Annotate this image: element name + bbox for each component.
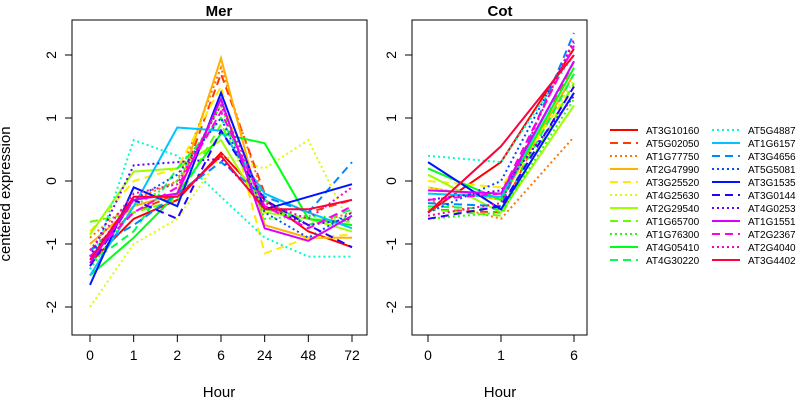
legend-entry: AT3G1535 — [748, 178, 796, 189]
series-line — [427, 45, 575, 201]
series-line — [427, 92, 575, 211]
legend-entry: AT4G0253 — [748, 204, 796, 215]
y-axis-label: centered expression — [0, 126, 14, 261]
x-tick-label: 72 — [344, 347, 360, 363]
series-line — [89, 138, 353, 308]
mer-x-axis-label: Hour — [203, 384, 236, 400]
cot-y-ticks: -2 -1 0 1 2 — [383, 51, 412, 313]
legend-entry: AT1G6157 — [748, 139, 796, 150]
legend-entry: AT3G0144 — [748, 191, 796, 202]
y-tick-label: 0 — [43, 177, 59, 185]
y-tick-label: -2 — [43, 301, 59, 314]
legend-entry: AT4G25630 — [646, 191, 700, 202]
legend-entry: AT5G5081 — [748, 165, 796, 176]
mer-title: Mer — [206, 3, 233, 20]
legend-entry: AT1G76300 — [646, 230, 700, 241]
cot-plot-frame — [411, 19, 588, 336]
series-line — [89, 109, 353, 258]
series-line — [89, 154, 353, 261]
cot-x-axis-label: Hour — [484, 384, 517, 400]
y-tick-label: 1 — [43, 114, 59, 122]
x-tick-label: 0 — [86, 347, 94, 363]
cot-x-ticks: 0 1 6 — [424, 335, 578, 363]
legend-entry: AT1G65700 — [646, 217, 700, 228]
x-tick-label: 1 — [130, 347, 138, 363]
series-line — [89, 103, 353, 251]
legend-entry: AT2G2367 — [748, 230, 796, 241]
x-tick-label: 6 — [217, 347, 225, 363]
legend-entry: AT2G47990 — [646, 165, 700, 176]
series-line — [427, 82, 575, 217]
x-tick-label: 2 — [173, 347, 181, 363]
mer-x-ticks: 0 1 2 6 24 48 72 — [86, 335, 360, 363]
series-line — [427, 136, 575, 220]
cot-series-lines — [427, 32, 575, 220]
mer-series-lines — [89, 54, 353, 308]
cot-title: Cot — [488, 3, 513, 20]
y-tick-label: 2 — [383, 51, 399, 59]
series-line — [89, 160, 353, 252]
legend-entry: AT2G4040 — [748, 243, 796, 254]
cot-panel: Cot Hour 0 1 6 -2 -1 0 1 2 — [383, 3, 588, 401]
y-tick-label: -2 — [383, 301, 399, 314]
legend-entry: AT5G4887 — [748, 126, 796, 137]
legend-entry: AT4G05410 — [646, 243, 700, 254]
y-tick-label: -1 — [383, 238, 399, 251]
legend-entry: AT1G77750 — [646, 152, 700, 163]
legend-entry: AT3G10160 — [646, 126, 700, 137]
x-tick-label: 0 — [424, 347, 432, 363]
legend-entry: AT4G30220 — [646, 256, 700, 267]
series-line — [427, 73, 575, 211]
series-line — [89, 151, 353, 264]
series-line — [89, 157, 353, 258]
legend-entry: AT1G1551 — [748, 217, 796, 228]
legend-entry: AT2G29540 — [646, 204, 700, 215]
legend-entry: AT3G4402 — [748, 256, 796, 267]
y-tick-label: 0 — [383, 177, 399, 185]
series-line — [427, 48, 575, 214]
series-line — [427, 79, 575, 202]
mer-plot-frame — [71, 19, 368, 336]
y-tick-label: 1 — [383, 114, 399, 122]
mer-panel: Mer Hour centered expression 0 1 2 6 24 48 72 … — [0, 3, 368, 401]
y-tick-label: 2 — [43, 51, 59, 59]
y-tick-label: -1 — [43, 238, 59, 251]
legend-entry: AT3G25520 — [646, 178, 700, 189]
series-line — [89, 89, 353, 286]
legend-entry: AT5G02050 — [646, 139, 700, 150]
x-tick-label: 24 — [257, 347, 273, 363]
legend-entry: AT3G4656 — [748, 152, 796, 163]
legend: AT3G10160 AT5G02050 AT1G77750 AT2G47990 AT3G… — [610, 126, 796, 267]
series-line — [89, 83, 353, 255]
series-line — [427, 32, 575, 208]
series-line — [89, 132, 353, 277]
series-line — [89, 138, 352, 270]
series-line — [427, 104, 575, 214]
series-line — [89, 96, 353, 264]
mer-y-ticks: -2 -1 0 1 2 — [43, 51, 72, 313]
x-tick-label: 48 — [301, 347, 317, 363]
series-line — [427, 54, 575, 214]
x-tick-label: 6 — [570, 347, 578, 363]
x-tick-label: 1 — [497, 347, 505, 363]
series-line — [427, 41, 575, 214]
